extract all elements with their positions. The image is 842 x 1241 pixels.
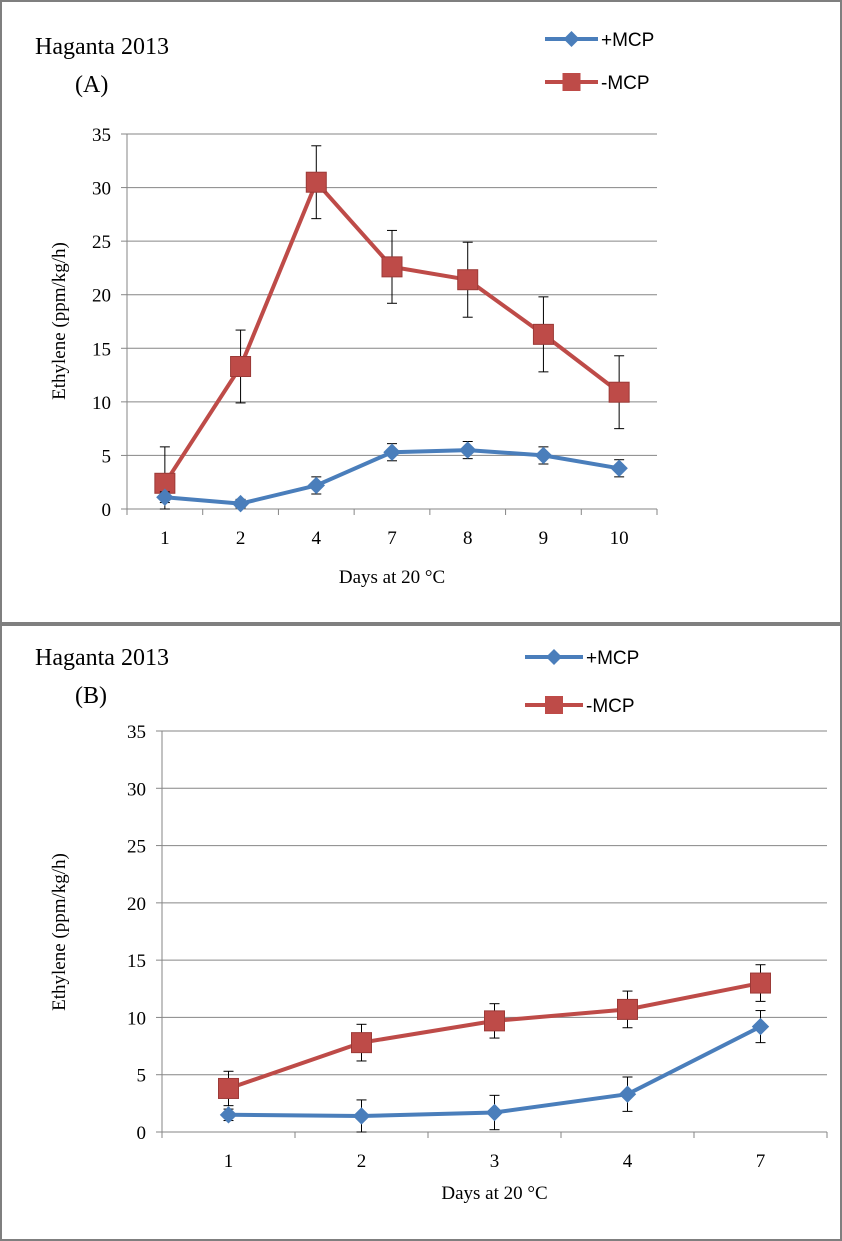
chart-b: Haganta 2013 (B) 0 5 10 15 20 25 30 35 1 2 3 4 7 Days… — [35, 645, 828, 1204]
chart-a-ytick-label: 15 — [92, 339, 111, 360]
chart-a-point-minus-mcp — [457, 269, 479, 291]
chart-b-title: Haganta 2013 — [35, 645, 169, 671]
chart-a-legend-minus-mcp-label: -MCP — [601, 73, 650, 94]
chart-b-xtick-label: 3 — [490, 1151, 500, 1172]
chart-a-point-minus-mcp — [381, 256, 403, 278]
chart-b-xtick-label: 2 — [357, 1151, 367, 1172]
chart-b-ytick-label: 25 — [127, 837, 146, 858]
chart-a-y-axis-title: Ethylene (ppm/kg/h) — [49, 242, 70, 400]
chart-a-ytick-label: 25 — [92, 232, 111, 253]
chart-a-ytick-label: 10 — [92, 393, 111, 414]
chart-b-legend-minus-mcp-marker — [545, 696, 563, 714]
chart-b-ytick-label: 0 — [137, 1123, 147, 1144]
chart-a-ytick-label: 5 — [102, 446, 112, 467]
chart-a: Haganta 2013 (A) 0 5 10 15 20 25 30 35 1 2 4 7 8 9 10 D… — [35, 30, 658, 588]
chart-b-point-plus-mcp — [485, 1103, 504, 1122]
chart-b-ytick-label: 30 — [127, 779, 146, 800]
chart-a-point-minus-mcp — [608, 381, 630, 403]
chart-b-point-minus-mcp — [484, 1010, 505, 1032]
chart-a-xtick-label: 10 — [610, 528, 629, 549]
chart-b-legend-plus-mcp-marker — [546, 649, 562, 665]
chart-b-point-minus-mcp — [218, 1077, 239, 1099]
chart-b-x-axis-title: Days at 20 °C — [441, 1183, 547, 1204]
chart-b-xtick-label: 4 — [623, 1151, 633, 1172]
chart-b-ytick-label: 15 — [127, 951, 146, 972]
chart-b-legend-plus-mcp-label: +MCP — [586, 648, 639, 669]
chart-a-x-axis-title: Days at 20 °C — [339, 567, 445, 588]
chart-b-point-minus-mcp — [617, 998, 638, 1020]
chart-a-point-plus-mcp — [534, 446, 553, 465]
chart-a-legend-plus-mcp-marker — [563, 31, 580, 47]
chart-b-xtick-label: 1 — [224, 1151, 234, 1172]
chart-a-title: Haganta 2013 — [35, 34, 169, 60]
chart-a-ytick-label: 30 — [92, 179, 111, 200]
chart-a-point-minus-mcp — [305, 171, 327, 193]
chart-a-legend-plus-mcp-label: +MCP — [601, 30, 654, 51]
chart-b-point-plus-mcp — [352, 1107, 371, 1125]
chart-a-point-plus-mcp — [383, 443, 401, 461]
chart-b-legend-minus-mcp-label: -MCP — [586, 696, 635, 717]
chart-a-point-plus-mcp — [231, 494, 250, 513]
chart-a-subtitle: (A) — [75, 72, 108, 98]
chart-b-subtitle: (B) — [75, 683, 107, 709]
chart-a-point-minus-mcp — [532, 323, 554, 345]
chart-a-point-plus-mcp — [307, 476, 325, 495]
chart-a-ytick-label: 0 — [102, 500, 112, 521]
chart-a-ytick-label: 35 — [92, 125, 111, 146]
chart-b-xtick-label: 7 — [756, 1151, 766, 1172]
chart-a-xtick-label: 2 — [236, 528, 246, 549]
chart-a-point-plus-mcp — [156, 488, 174, 506]
chart-b-point-minus-mcp — [351, 1032, 372, 1054]
chart-b-point-minus-mcp — [750, 972, 771, 994]
chart-b-point-plus-mcp — [618, 1085, 637, 1103]
chart-b-ytick-label: 35 — [127, 722, 146, 743]
chart-b-y-axis-title: Ethylene (ppm/kg/h) — [49, 853, 70, 1011]
chart-a-xtick-label: 1 — [160, 528, 170, 549]
chart-b-ytick-label: 10 — [127, 1008, 146, 1029]
chart-b-point-plus-mcp — [219, 1106, 238, 1124]
panel-b-frame — [0, 624, 842, 1241]
chart-a-xtick-label: 4 — [312, 528, 322, 549]
chart-a-xtick-label: 8 — [463, 528, 473, 549]
chart-b-ytick-label: 20 — [127, 894, 146, 915]
chart-a-ytick-label: 20 — [92, 286, 111, 307]
chart-a-legend-minus-mcp-marker — [562, 73, 581, 91]
chart-a-xtick-label: 9 — [539, 528, 549, 549]
chart-a-point-plus-mcp — [610, 459, 628, 477]
chart-a-point-minus-mcp — [230, 356, 252, 377]
chart-b-point-plus-mcp — [751, 1017, 770, 1036]
chart-a-xtick-label: 7 — [387, 528, 397, 549]
chart-b-ytick-label: 5 — [137, 1066, 147, 1087]
chart-a-point-plus-mcp — [459, 441, 477, 459]
